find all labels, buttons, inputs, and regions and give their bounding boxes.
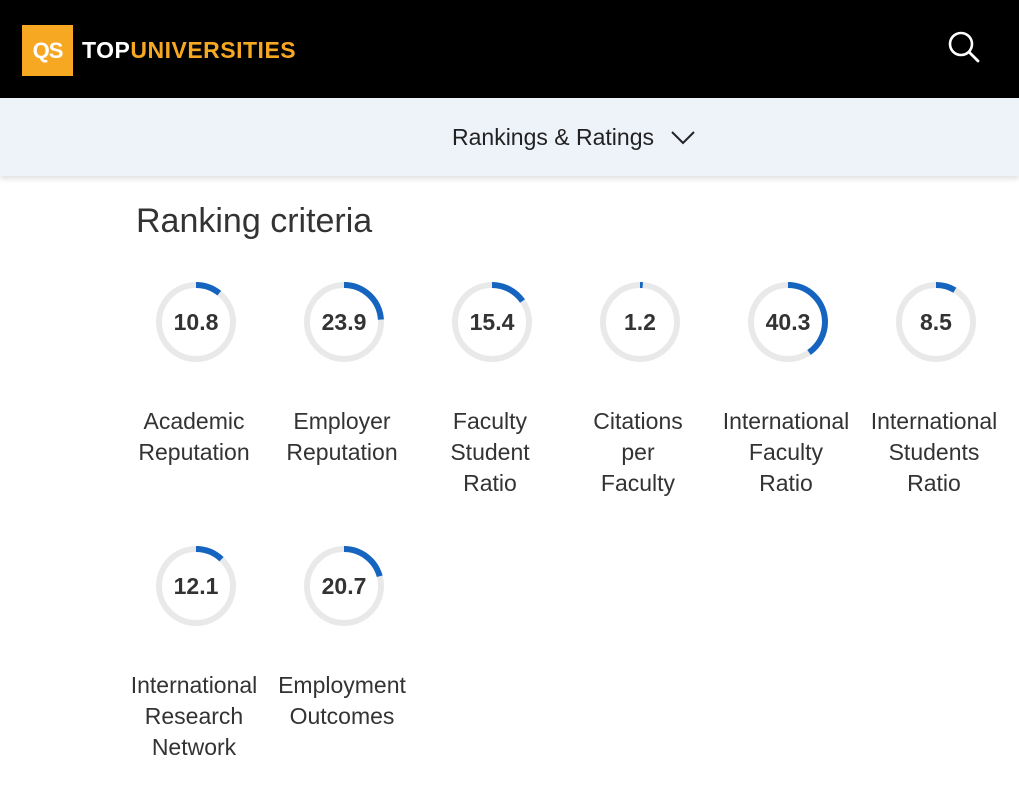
criterion-label-line: Faculty [748, 439, 824, 465]
secondary-nav: Rankings & Ratings [0, 98, 1019, 176]
criterion-label-line: Employment [278, 672, 406, 698]
donut-progress [452, 282, 532, 362]
donut-ring [156, 282, 236, 362]
criterion-label-line: International [130, 672, 258, 698]
chevron-down-icon [671, 131, 695, 145]
donut-ring [896, 282, 976, 362]
site-header: QS TOPUNIVERSITIES [0, 0, 1019, 98]
site-logo-text[interactable]: TOPUNIVERSITIES [82, 36, 296, 64]
criterion-donut: 12.1 [154, 544, 238, 628]
criterion-value: 15.4 [469, 309, 515, 335]
donut-progress [304, 282, 384, 362]
rankings-ratings-dropdown[interactable]: Rankings & Ratings [452, 122, 696, 152]
criterion-label-line: Outcomes [289, 703, 395, 729]
donut-ring [304, 546, 384, 626]
qs-logo-badge[interactable]: QS [22, 25, 73, 76]
criterion-label: International Faculty Ratio [712, 406, 860, 499]
criterion-label: Academic Reputation [120, 406, 268, 468]
criterion-donut: 15.4 [450, 280, 534, 364]
criterion-label: Employer Reputation [268, 406, 416, 468]
donut-ring [304, 282, 384, 362]
section-title: Ranking criteria [136, 202, 373, 240]
criterion-label-line: Research [144, 703, 244, 729]
criterion-donut: 23.9 [302, 280, 386, 364]
criterion-label-line: Citations [593, 408, 683, 434]
criterion-label-line: Students [888, 439, 980, 465]
criterion-value: 23.9 [321, 309, 367, 335]
criterion-label-line: International [870, 408, 998, 434]
criterion-label-line: Ratio [463, 470, 517, 496]
criterion-donut: 1.2 [598, 280, 682, 364]
criterion-label-line: Employer [293, 408, 391, 434]
criterion-value: 12.1 [173, 573, 219, 599]
criterion-label-line: Reputation [138, 439, 250, 465]
donut-progress [156, 282, 236, 362]
donut-progress [304, 546, 384, 626]
criterion-donut: 10.8 [154, 280, 238, 364]
donut-ring [452, 282, 532, 362]
criterion-value: 20.7 [321, 573, 367, 599]
donut-progress [896, 282, 976, 362]
donut-ring [156, 546, 236, 626]
criterion-label-line: Ratio [907, 470, 961, 496]
criterion-label: Citations per Faculty [564, 406, 712, 499]
criterion-label-line: Faculty [600, 470, 676, 496]
donut-progress [600, 282, 680, 362]
criterion-donut: 8.5 [894, 280, 978, 364]
criterion-label-line: Network [151, 734, 237, 760]
criterion-donut: 40.3 [746, 280, 830, 364]
donut-ring [600, 282, 680, 362]
donut-progress [748, 282, 828, 362]
criterion-label: International Students Ratio [860, 406, 1008, 499]
criterion-label-line: Academic [143, 408, 245, 434]
criterion-label-line: Ratio [759, 470, 813, 496]
criterion-value: 40.3 [765, 309, 811, 335]
criterion-label-line: Faculty [452, 408, 528, 434]
criterion-label-line: Reputation [286, 439, 398, 465]
search-icon [948, 31, 980, 63]
criterion-value: 8.5 [920, 309, 952, 335]
criterion-donut: 20.7 [302, 544, 386, 628]
donut-progress [156, 546, 236, 626]
search-button[interactable] [944, 28, 984, 68]
donut-ring [748, 282, 828, 362]
criterion-label: Faculty Student Ratio [416, 406, 564, 499]
criterion-label-line: Student [450, 439, 530, 465]
rankings-ratings-label: Rankings & Ratings [452, 123, 654, 150]
criterion-label: Employment Outcomes [268, 670, 416, 732]
logo-top-text: TOP [82, 37, 131, 63]
criterion-label-line: per [621, 439, 655, 465]
criterion-value: 1.2 [624, 309, 656, 335]
criterion-value: 10.8 [173, 309, 219, 335]
logo-universities-text: UNIVERSITIES [130, 37, 297, 63]
criterion-label: International Research Network [120, 670, 268, 763]
criterion-label-line: International [722, 408, 850, 434]
